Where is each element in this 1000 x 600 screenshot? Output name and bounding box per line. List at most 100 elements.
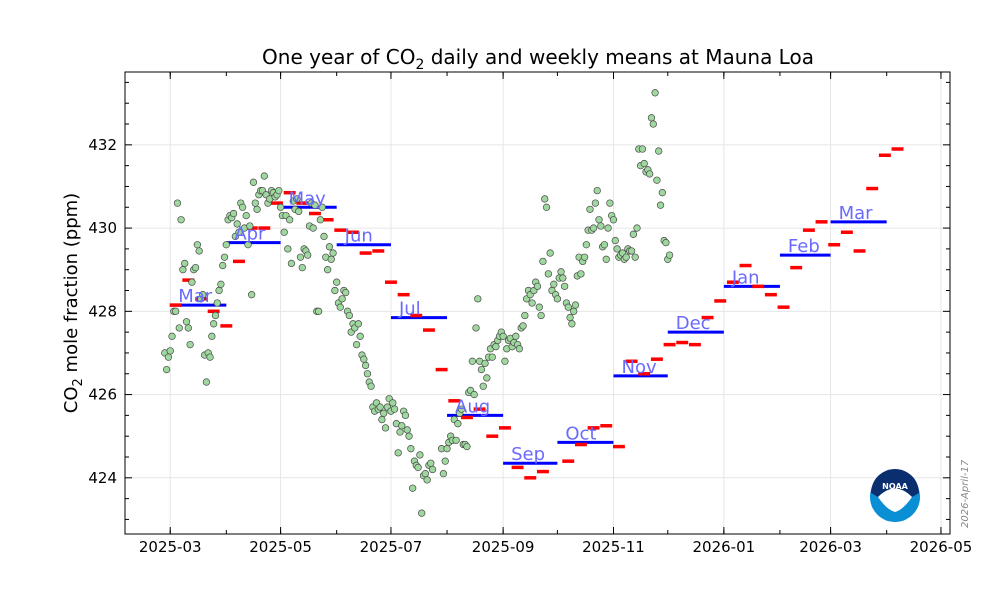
daily-point — [188, 278, 196, 286]
daily-point — [428, 465, 437, 474]
daily-point — [407, 445, 415, 453]
daily-point — [559, 274, 567, 282]
daily-point — [396, 428, 404, 436]
daily-point — [646, 170, 654, 178]
daily-point — [492, 343, 500, 351]
daily-point — [564, 303, 572, 311]
daily-point — [296, 253, 305, 261]
x-tick-label: 2026-05 — [910, 538, 973, 556]
daily-point — [416, 451, 424, 459]
noaa-logo: NOAA — [870, 469, 920, 522]
month-label: Apr — [234, 224, 266, 245]
daily-point — [439, 469, 448, 478]
daily-point — [658, 189, 666, 197]
daily-point — [609, 216, 618, 224]
daily-point — [356, 332, 364, 340]
daily-points — [161, 89, 674, 517]
daily-point — [472, 324, 480, 332]
month-label: Aug — [455, 396, 490, 417]
daily-point — [249, 178, 258, 186]
daily-point — [541, 195, 549, 203]
month-label: Feb — [788, 236, 820, 257]
chart-title: One year of CO2 daily and weekly means a… — [262, 45, 814, 73]
daily-point — [468, 357, 477, 365]
daily-point — [457, 405, 466, 413]
daily-point — [215, 286, 223, 295]
daily-point — [380, 409, 388, 417]
daily-point — [539, 257, 547, 266]
daily-point — [244, 241, 252, 249]
daily-point — [479, 382, 487, 390]
daily-point — [179, 266, 187, 274]
daily-point — [483, 374, 491, 382]
month-label: Jan — [731, 267, 760, 288]
daily-point — [195, 247, 203, 255]
daily-point — [220, 253, 229, 261]
daily-point — [242, 211, 250, 220]
daily-point — [309, 224, 317, 232]
daily-point — [336, 303, 344, 311]
daily-point — [260, 172, 268, 180]
daily-point — [360, 355, 368, 363]
daily-point — [591, 199, 600, 207]
month-label: Mar — [178, 286, 213, 307]
daily-point — [570, 307, 578, 315]
daily-point — [222, 241, 230, 249]
daily-point — [208, 332, 216, 340]
daily-point — [528, 299, 536, 307]
grid-lines — [125, 72, 950, 534]
daily-point — [177, 216, 185, 224]
x-tick-label: 2025-03 — [139, 538, 202, 556]
daily-point — [582, 241, 590, 249]
daily-point — [519, 322, 527, 330]
daily-point — [193, 241, 202, 249]
month-label: Jun — [344, 226, 373, 247]
x-tick-label: 2026-01 — [693, 538, 756, 556]
daily-point — [401, 411, 410, 420]
daily-point — [342, 288, 350, 297]
daily-point — [499, 332, 507, 340]
y-tick-label: 426 — [88, 386, 117, 404]
daily-point — [333, 278, 341, 286]
daily-point — [595, 216, 603, 224]
daily-point — [535, 303, 543, 311]
daily-point — [651, 89, 659, 97]
daily-point — [414, 463, 422, 472]
daily-point — [323, 266, 332, 274]
daily-point — [184, 324, 192, 332]
daily-point — [571, 301, 580, 309]
daily-point — [202, 378, 211, 386]
daily-point — [593, 186, 601, 195]
weekly-means — [169, 147, 904, 480]
daily-point — [318, 203, 326, 211]
daily-point — [631, 253, 639, 261]
month-labels: Mar Apr May Jun Jul Aug Sep Oct Nov Dec Jan Feb Mar — [178, 188, 873, 465]
daily-point — [352, 340, 361, 349]
x-tick-label: 2025-09 — [472, 538, 535, 556]
daily-point — [162, 365, 171, 374]
daily-point — [501, 357, 509, 365]
daily-point — [367, 382, 375, 390]
daily-point — [389, 399, 397, 407]
daily-point — [210, 320, 218, 328]
daily-point — [521, 311, 529, 320]
daily-point — [181, 259, 189, 268]
daily-point — [275, 186, 283, 195]
daily-point — [298, 263, 306, 272]
daily-point — [557, 268, 565, 276]
daily-point — [247, 291, 256, 299]
daily-point — [166, 347, 174, 355]
daily-point — [172, 307, 180, 315]
daily-point — [403, 426, 411, 434]
daily-point — [246, 222, 254, 230]
daily-point — [613, 245, 621, 253]
daily-point — [186, 340, 194, 349]
daily-point — [287, 259, 296, 268]
daily-point — [622, 253, 630, 261]
daily-point — [653, 176, 661, 184]
daily-point — [238, 203, 247, 211]
daily-point — [164, 353, 173, 361]
daily-point — [199, 291, 207, 299]
daily-point — [329, 249, 337, 257]
